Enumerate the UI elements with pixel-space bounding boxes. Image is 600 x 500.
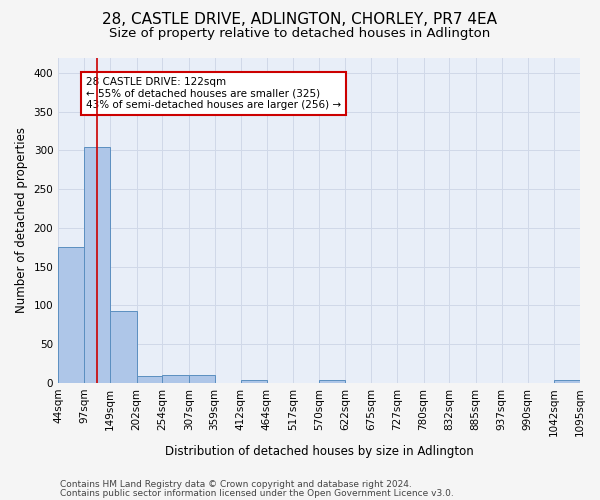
- Text: Size of property relative to detached houses in Adlington: Size of property relative to detached ho…: [109, 28, 491, 40]
- Y-axis label: Number of detached properties: Number of detached properties: [15, 127, 28, 313]
- Text: 28 CASTLE DRIVE: 122sqm
← 55% of detached houses are smaller (325)
43% of semi-d: 28 CASTLE DRIVE: 122sqm ← 55% of detache…: [86, 77, 341, 110]
- Bar: [241, 380, 267, 382]
- Bar: [319, 380, 345, 382]
- Text: Contains HM Land Registry data © Crown copyright and database right 2024.: Contains HM Land Registry data © Crown c…: [60, 480, 412, 489]
- Bar: [554, 380, 580, 382]
- Bar: [85, 146, 110, 382]
- Bar: [163, 375, 189, 382]
- X-axis label: Distribution of detached houses by size in Adlington: Distribution of detached houses by size …: [165, 444, 473, 458]
- Text: Contains public sector information licensed under the Open Government Licence v3: Contains public sector information licen…: [60, 488, 454, 498]
- Bar: [58, 247, 85, 382]
- Bar: [110, 312, 137, 382]
- Bar: [137, 376, 163, 382]
- Bar: [189, 375, 215, 382]
- Text: 28, CASTLE DRIVE, ADLINGTON, CHORLEY, PR7 4EA: 28, CASTLE DRIVE, ADLINGTON, CHORLEY, PR…: [103, 12, 497, 28]
